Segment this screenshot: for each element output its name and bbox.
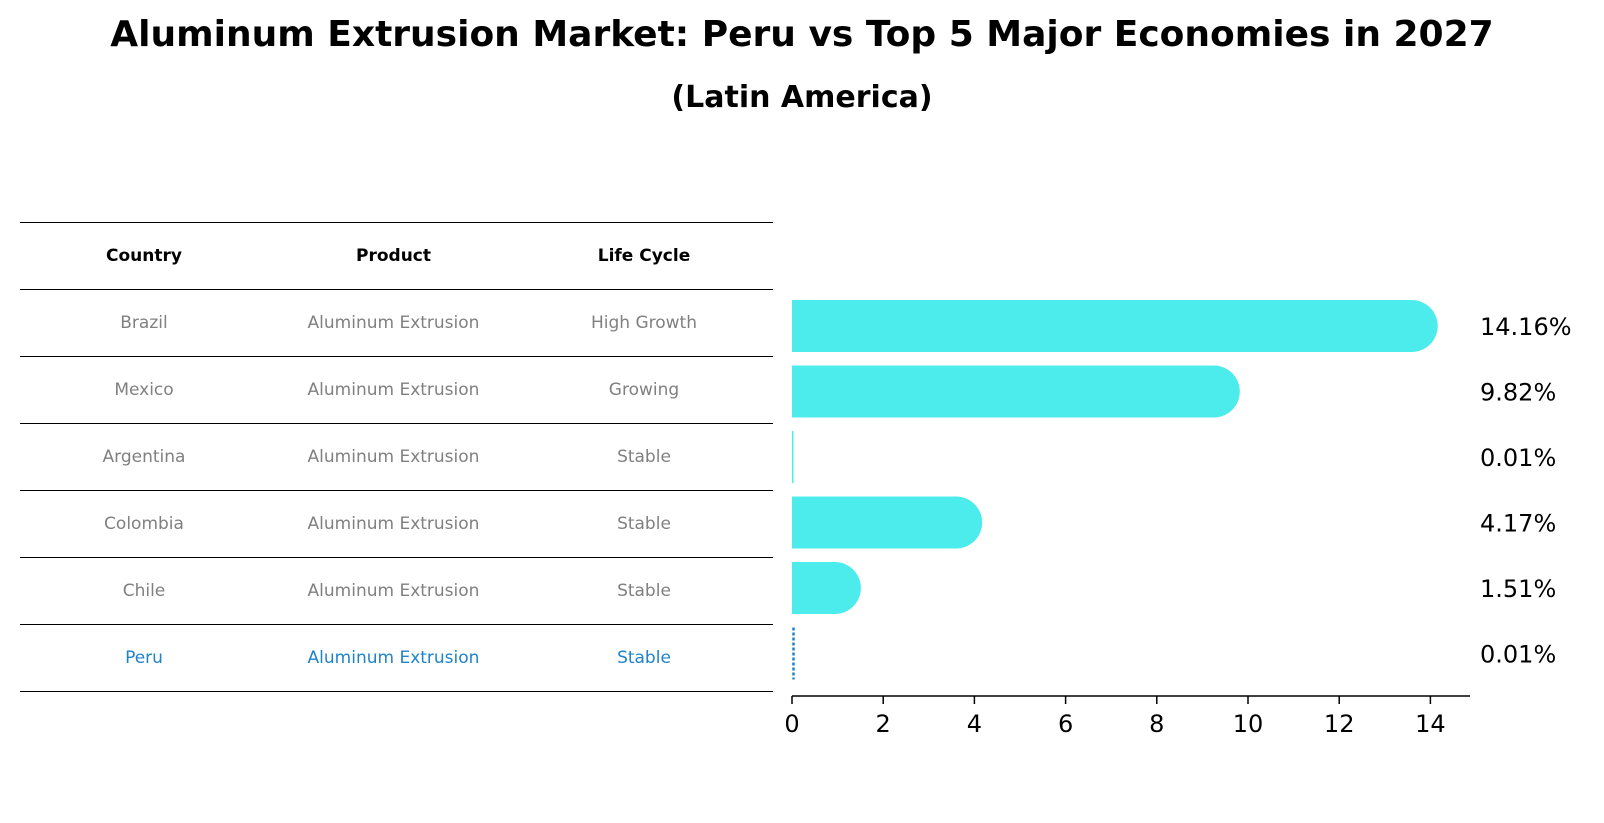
cell-product: Aluminum Extrusion [307, 380, 480, 400]
x-tick-label: 4 [967, 710, 982, 738]
bar-argentina [792, 431, 794, 483]
cell-product: Aluminum Extrusion [307, 447, 480, 467]
comparison-table: Country Product Life Cycle Brazil Alumin… [20, 222, 773, 692]
table-rule [20, 691, 773, 692]
cell-life-cycle: Stable [617, 514, 671, 534]
cell-product: Aluminum Extrusion [307, 313, 480, 333]
bar-chile [792, 562, 861, 614]
value-label-peru: 0.01% [1480, 641, 1556, 669]
cell-country: Mexico [114, 380, 174, 400]
table-row: Chile Aluminum Extrusion Stable [20, 558, 773, 624]
x-tick-label: 6 [1058, 710, 1073, 738]
cell-life-cycle: High Growth [590, 313, 697, 333]
cell-country: Argentina [102, 447, 186, 467]
value-label-chile: 1.51% [1480, 575, 1556, 603]
x-tick-label: 2 [876, 710, 891, 738]
cell-product: Aluminum Extrusion [307, 648, 480, 668]
bar-mexico [792, 365, 1240, 418]
cell-country: Chile [122, 581, 166, 601]
cell-product: Aluminum Extrusion [307, 514, 480, 534]
value-label-mexico: 9.82% [1480, 379, 1556, 407]
x-tick-label: 10 [1233, 710, 1264, 738]
cell-country: Brazil [120, 313, 168, 333]
header-country: Country [106, 246, 182, 266]
header-life-cycle: Life Cycle [597, 246, 691, 266]
x-tick-label: 0 [784, 710, 799, 738]
value-label-brazil: 14.16% [1480, 313, 1572, 341]
x-tick-label: 14 [1415, 710, 1446, 738]
cell-life-cycle: Stable [617, 581, 671, 601]
cell-life-cycle: Stable [617, 648, 671, 668]
table-rule [20, 222, 773, 223]
header-product: Product [356, 246, 431, 266]
chart-title: Aluminum Extrusion Market: Peru vs Top 5… [110, 14, 1494, 55]
table-row: Brazil Aluminum Extrusion High Growth [20, 290, 773, 356]
x-tick-label: 8 [1149, 710, 1164, 738]
table-rule [20, 289, 773, 290]
table-header-row: Country Product Life Cycle [20, 223, 773, 289]
table-row: Mexico Aluminum Extrusion Growing [20, 357, 773, 423]
table-rule [20, 423, 773, 424]
cell-country: Peru [125, 648, 163, 668]
cell-life-cycle: Growing [608, 380, 680, 400]
table-row: Argentina Aluminum Extrusion Stable [20, 424, 773, 490]
value-label-argentina: 0.01% [1480, 444, 1556, 472]
chart-subtitle: (Latin America) [671, 80, 933, 115]
x-tick-label: 12 [1324, 710, 1355, 738]
table-row: Colombia Aluminum Extrusion Stable [20, 491, 773, 557]
value-label-colombia: 4.17% [1480, 510, 1556, 538]
table-rule [20, 490, 773, 491]
table-rule [20, 356, 773, 357]
table-rule [20, 624, 773, 625]
table-rule [20, 557, 773, 558]
cell-country: Colombia [104, 514, 184, 534]
bar-colombia [792, 496, 983, 549]
bar-brazil [792, 300, 1438, 352]
table-row-highlight: Peru Aluminum Extrusion Stable [20, 625, 773, 691]
cell-life-cycle: Stable [617, 447, 671, 467]
cell-product: Aluminum Extrusion [307, 581, 480, 601]
